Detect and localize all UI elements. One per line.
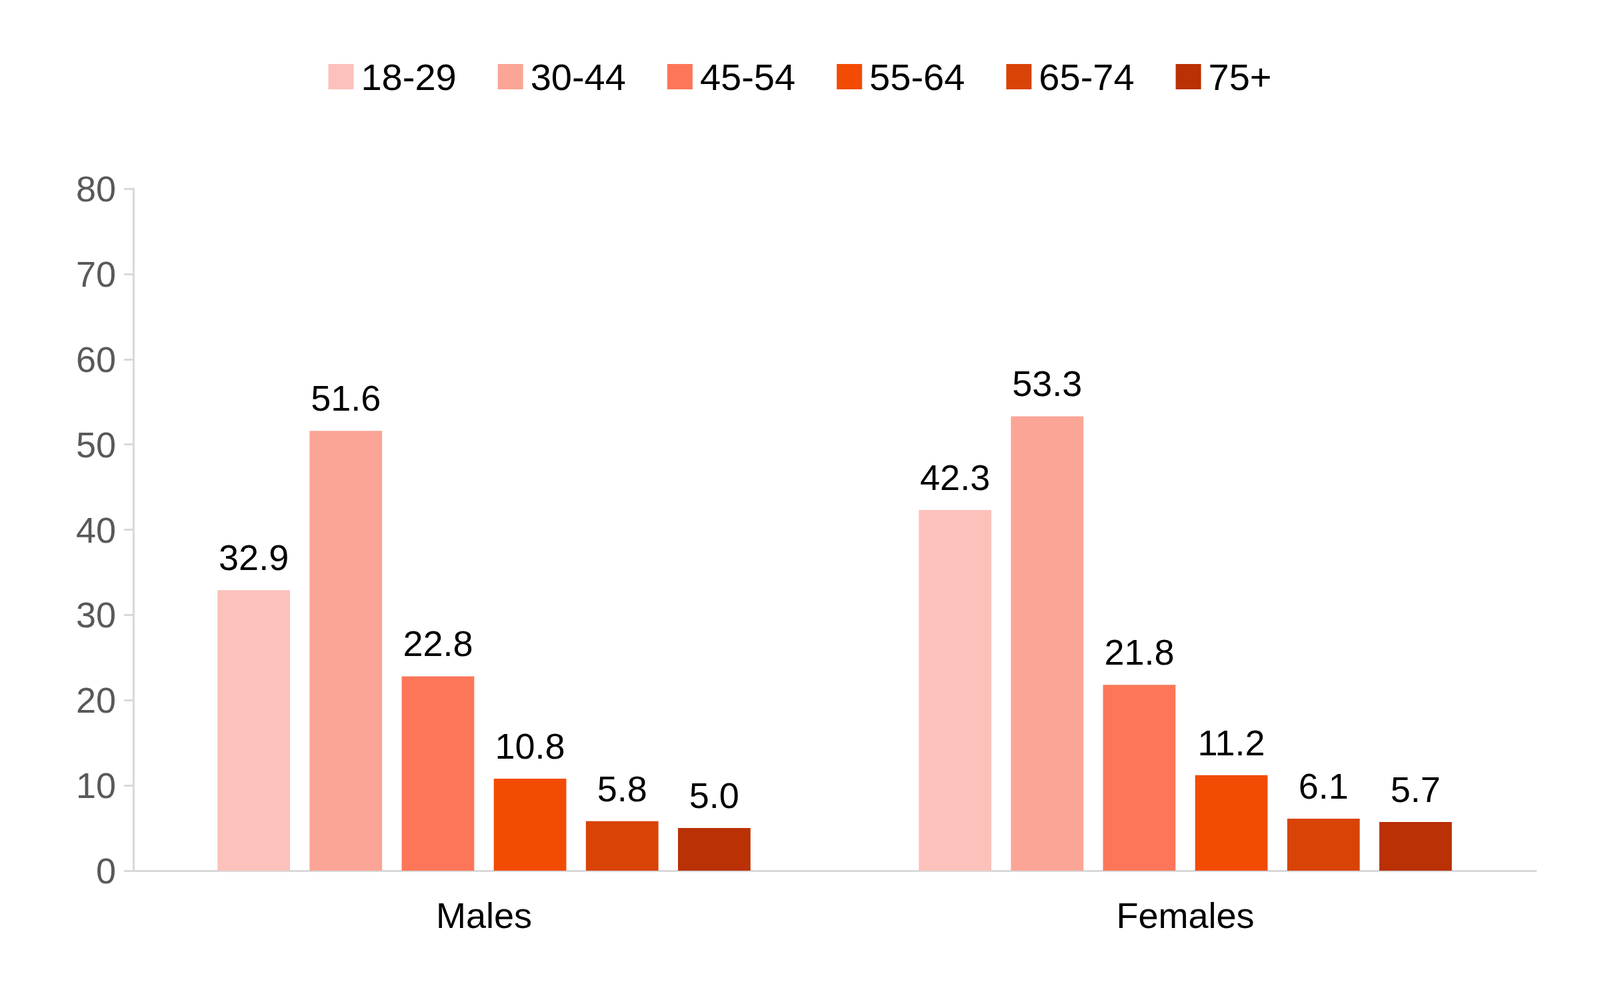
svg-text:21.8: 21.8 (1104, 632, 1174, 672)
svg-text:55-64: 55-64 (869, 56, 965, 98)
svg-text:75+: 75+ (1208, 56, 1272, 98)
svg-text:45-54: 45-54 (700, 56, 796, 98)
svg-text:20: 20 (76, 680, 116, 720)
svg-text:70: 70 (76, 254, 116, 294)
svg-text:40: 40 (76, 510, 116, 550)
svg-text:30: 30 (76, 594, 116, 635)
svg-text:Females: Females (1116, 895, 1254, 936)
svg-text:65-74: 65-74 (1038, 56, 1134, 98)
svg-text:6.1: 6.1 (1298, 766, 1349, 806)
svg-text:60: 60 (76, 339, 116, 380)
svg-text:32.9: 32.9 (218, 537, 289, 578)
svg-text:42.3: 42.3 (920, 457, 990, 498)
svg-text:10: 10 (76, 765, 116, 806)
svg-text:Males: Males (436, 895, 532, 936)
svg-text:11.2: 11.2 (1198, 722, 1266, 763)
svg-text:22.8: 22.8 (402, 623, 473, 664)
svg-text:53.3: 53.3 (1012, 363, 1082, 404)
svg-text:30-44: 30-44 (530, 56, 626, 98)
svg-text:0: 0 (96, 850, 116, 891)
svg-text:50: 50 (76, 424, 116, 465)
svg-text:5.0: 5.0 (689, 775, 740, 816)
svg-text:80: 80 (76, 168, 116, 209)
svg-text:18-29: 18-29 (360, 56, 456, 98)
svg-text:10.8: 10.8 (495, 726, 566, 766)
svg-text:5.7: 5.7 (1390, 769, 1441, 810)
svg-text:51.6: 51.6 (310, 378, 381, 418)
svg-text:5.8: 5.8 (597, 768, 648, 809)
